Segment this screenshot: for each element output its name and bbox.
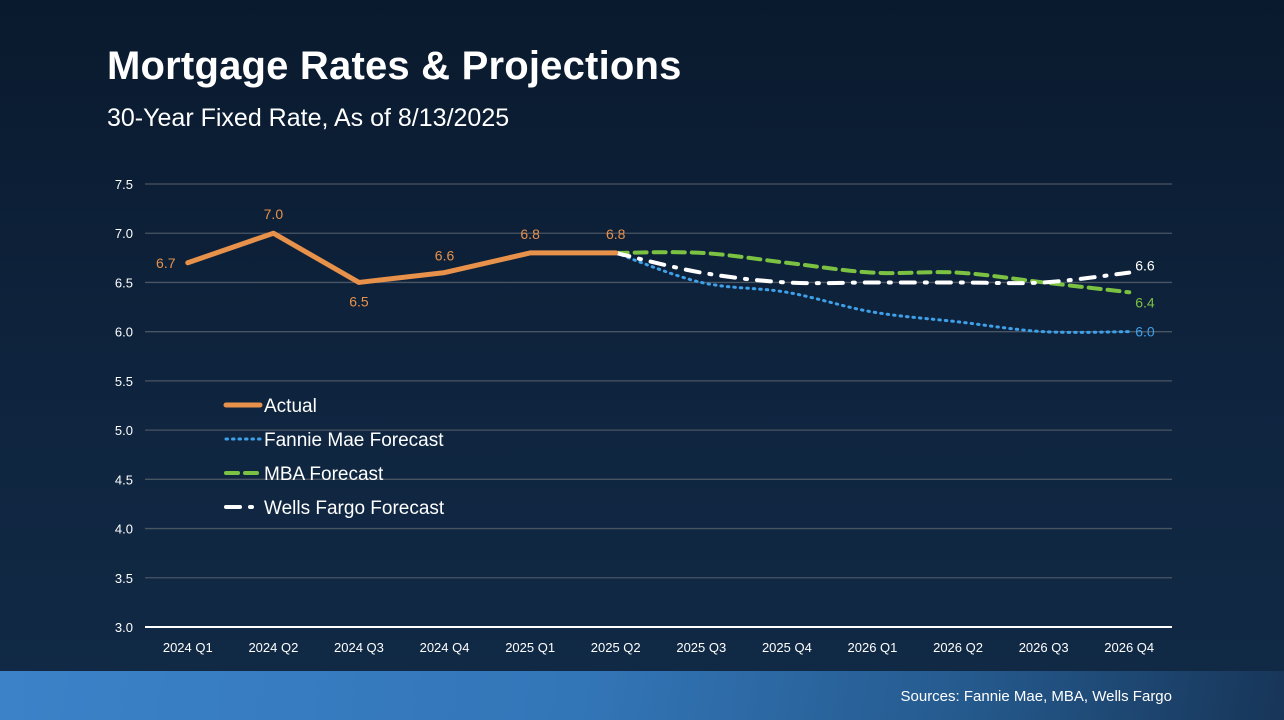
x-tick-label: 2026 Q4 [1104,640,1154,655]
legend-label: MBA Forecast [264,464,384,485]
y-tick-label: 4.5 [115,472,133,487]
data-label-actual: 6.8 [520,226,540,242]
y-tick-label: 4.0 [115,522,133,537]
sources-note: Sources: Fannie Mae, MBA, Wells Fargo [900,688,1173,705]
data-label-actual: 6.6 [435,248,455,264]
y-tick-label: 5.5 [115,374,133,389]
x-tick-label: 2025 Q4 [762,640,812,655]
data-label-end: 6.0 [1135,324,1155,340]
x-tick-label: 2025 Q1 [505,640,555,655]
y-tick-label: 7.0 [115,226,133,241]
legend-label: Actual [264,396,317,417]
line-chart: 3.0 3.5 4.0 4.5 5.0 5.5 6.0 6.5 7.0 7.5 2024 Q1 202… [115,177,1172,655]
y-tick-label: 6.0 [115,325,133,340]
y-tick-label: 6.5 [115,275,133,290]
data-label-actual: 6.7 [156,255,176,271]
footer-bar: Sources: Fannie Mae, MBA, Wells Fargo [0,671,1284,720]
x-tick-label: 2025 Q3 [676,640,726,655]
x-tick-label: 2024 Q3 [334,640,384,655]
x-tick-label: 2025 Q2 [591,640,641,655]
series-line-actual [185,230,619,285]
x-tick-label: 2026 Q2 [933,640,983,655]
y-tick-label: 7.5 [115,177,133,192]
page-subtitle: 30-Year Fixed Rate, As of 8/13/2025 [107,104,510,132]
x-tick-label: 2024 Q2 [248,640,298,655]
legend-label: Fannie Mae Forecast [264,430,444,451]
series-line-fannie-mae-forecast [614,251,1131,334]
y-tick-label: 3.5 [115,571,133,586]
x-tick-label: 2026 Q1 [848,640,898,655]
x-tick-label: 2024 Q4 [420,640,470,655]
y-tick-label: 3.0 [115,620,133,635]
legend-label: Wells Fargo Forecast [264,498,445,519]
x-tick-label: 2024 Q1 [163,640,213,655]
data-label-actual: 6.5 [349,293,369,309]
data-label-actual: 7.0 [264,206,284,222]
x-tick-label: 2026 Q3 [1019,640,1069,655]
series-line-wells-fargo-forecast [613,250,1132,286]
data-label-end: 6.4 [1135,294,1155,310]
page-title: Mortgage Rates & Projections [107,44,682,88]
data-label-actual: 6.8 [606,226,626,242]
data-label-end: 6.6 [1135,258,1155,274]
y-tick-label: 5.0 [115,423,133,438]
